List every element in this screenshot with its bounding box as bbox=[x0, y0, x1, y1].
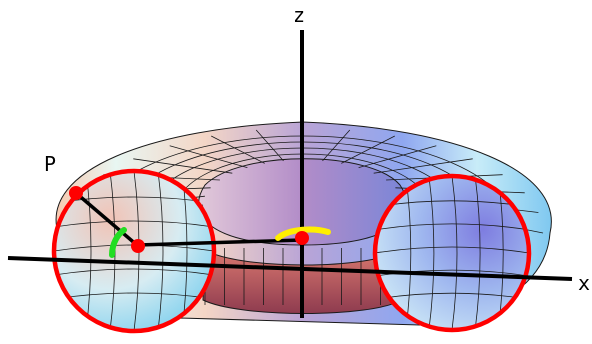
p-segment bbox=[74, 191, 140, 248]
mesh-line bbox=[373, 158, 473, 174]
x-axis bbox=[7, 256, 573, 281]
mesh-line bbox=[322, 129, 351, 162]
ring-center-point bbox=[131, 239, 145, 253]
radius-line bbox=[137, 238, 303, 247]
label-x: x bbox=[578, 271, 590, 295]
label-z: z bbox=[293, 3, 305, 27]
section-mesh bbox=[375, 246, 529, 254]
section-mesh bbox=[375, 223, 529, 231]
point-p bbox=[69, 186, 83, 200]
mesh-line bbox=[133, 158, 233, 174]
section-mesh bbox=[54, 220, 214, 228]
mesh-line bbox=[169, 145, 248, 168]
section-mesh bbox=[428, 176, 435, 330]
cross-section-right bbox=[372, 173, 532, 333]
section-mesh bbox=[375, 292, 529, 300]
section-mesh bbox=[405, 176, 412, 330]
label-p: P bbox=[44, 152, 56, 176]
section-mesh bbox=[54, 268, 214, 276]
major-angle-arc bbox=[275, 226, 331, 241]
section-mesh bbox=[54, 292, 214, 300]
minor-angle-arc bbox=[109, 227, 127, 258]
section-mesh bbox=[451, 176, 458, 330]
mesh-line bbox=[358, 145, 437, 168]
cross-section-left-outline bbox=[51, 168, 217, 334]
mesh-line bbox=[211, 135, 265, 164]
section-mesh bbox=[85, 171, 92, 331]
section-mesh bbox=[474, 176, 481, 330]
section-mesh bbox=[157, 171, 164, 331]
mesh-line bbox=[255, 129, 284, 162]
origin-point bbox=[295, 231, 309, 245]
cross-section-right-outline bbox=[372, 173, 532, 333]
mesh-line bbox=[341, 135, 395, 164]
